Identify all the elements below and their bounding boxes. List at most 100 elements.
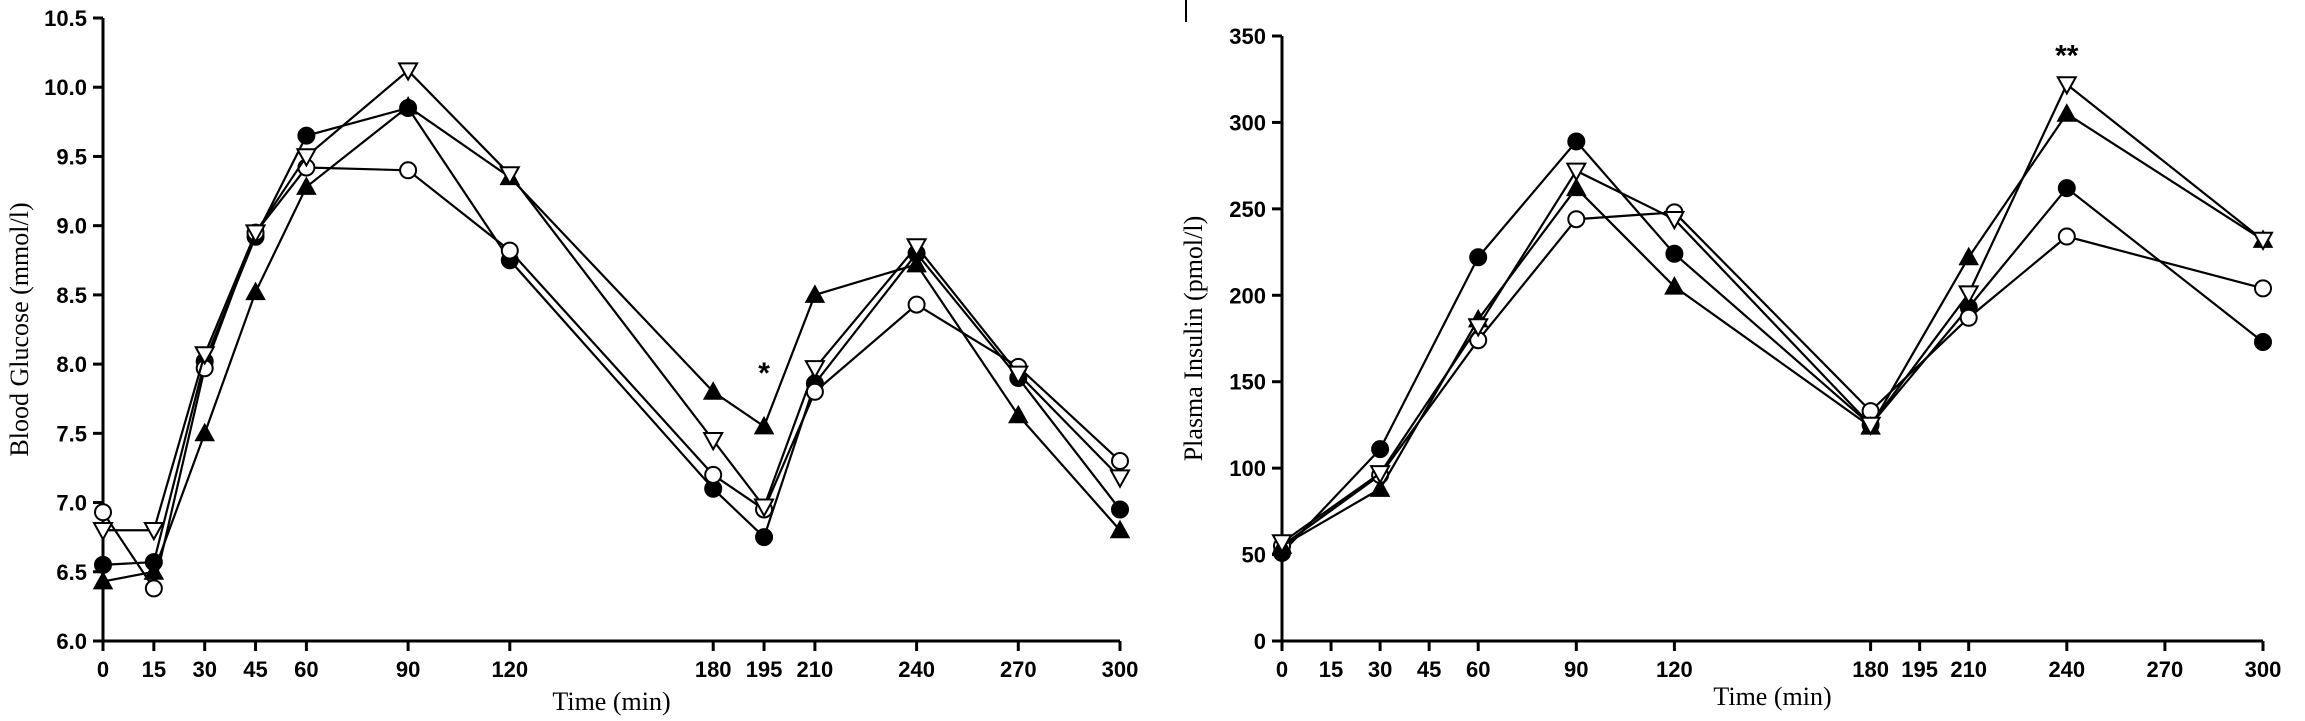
y-tick-label: 9.0 (56, 214, 87, 239)
x-tick-label: 180 (1852, 657, 1889, 682)
data-point-open-triangle-down (2056, 76, 2078, 96)
x-tick-label: 195 (746, 657, 783, 682)
x-tick-label: 270 (1000, 657, 1037, 682)
significance-marker: * (758, 357, 770, 390)
y-tick-label: 8.0 (56, 352, 87, 377)
x-tick-label: 120 (1656, 657, 1693, 682)
data-point-open-circle (704, 465, 723, 484)
x-tick-label: 270 (2147, 657, 2184, 682)
data-point-open-triangle-down (1859, 416, 1882, 436)
data-point-open-triangle-down (1958, 285, 1980, 305)
x-tick-label: 90 (1564, 657, 1588, 682)
data-point-open-circle (94, 503, 112, 522)
data-point-open-triangle-down (702, 432, 724, 452)
x-tick-label: 180 (695, 657, 732, 682)
data-point-open-triangle-down (1663, 211, 1686, 231)
data-point-open-circle (144, 579, 163, 598)
data-point-filled-circle (2254, 332, 2272, 351)
data-point-filled-circle (1567, 132, 1586, 151)
data-point-open-triangle-down (2252, 231, 2274, 252)
data-point-filled-circle (1111, 500, 1129, 519)
data-point-filled-triangle (702, 381, 724, 400)
data-point-filled-triangle (1008, 404, 1029, 424)
data-point-open-circle (399, 161, 418, 180)
data-point-filled-triangle (92, 570, 114, 590)
x-tick-label: 0 (97, 657, 109, 682)
x-tick-label: 210 (797, 657, 834, 682)
data-point-open-triangle-down (1109, 469, 1131, 489)
y-tick-label: 10.5 (44, 6, 87, 31)
data-point-filled-triangle (1369, 478, 1391, 497)
data-point-open-triangle-down (499, 166, 521, 186)
x-tick-label: 60 (294, 657, 318, 682)
data-point-filled-triangle (143, 561, 165, 580)
plasma-insulin-chart: 0 50 100 150 200 250 300 350 0 15 30 45 60 90 120 180 19… (1179, 24, 2281, 711)
data-point-open-circle (500, 241, 519, 260)
data-point-open-circle (1567, 210, 1586, 229)
x-tick-label: 45 (243, 657, 267, 682)
series-line-filled-triangle (102, 105, 1121, 583)
x-tick-label: 195 (1901, 657, 1938, 682)
data-point-filled-triangle (906, 253, 927, 273)
data-point-open-triangle-down (804, 360, 826, 380)
series-line-filled-triangle (1281, 112, 2264, 547)
data-point-filled-circle (1665, 244, 1684, 263)
data-point-filled-triangle (804, 284, 826, 303)
x-tick-label: 210 (1950, 657, 1987, 682)
series-line-open-triangle-down (1281, 82, 2264, 544)
y-tick-label: 10.0 (44, 75, 87, 100)
x-tick-label: 300 (2245, 657, 2282, 682)
series-line-open-triangle-down (103, 69, 1121, 532)
series-line-filled-circle (1281, 139, 2264, 554)
data-point-filled-triangle (1109, 519, 1131, 539)
y-tick-label: 150 (1229, 370, 1266, 395)
data-point-filled-circle (1371, 440, 1390, 459)
data-point-open-triangle-down (295, 148, 318, 168)
y-tick-label: 250 (1229, 197, 1266, 222)
data-point-open-triangle-down (905, 238, 928, 258)
y-tick-label: 350 (1229, 24, 1266, 49)
data-point-open-triangle-down (92, 522, 114, 542)
data-point-open-triangle-down (753, 498, 775, 518)
y-tick-label: 300 (1229, 110, 1266, 135)
y-axis-title: Plasma Insulin (pmol/l) (1179, 216, 1208, 462)
data-point-filled-triangle (2056, 103, 2078, 122)
data-point-open-circle (1111, 452, 1129, 471)
x-tick-label: 90 (396, 657, 420, 682)
data-point-filled-triangle (753, 415, 775, 435)
y-axis-title: Blood Glucose (mmol/l) (5, 202, 34, 456)
y-tick-label: 8.5 (56, 283, 87, 308)
x-tick-label: 240 (2048, 657, 2085, 682)
data-point-filled-triangle (1664, 276, 1685, 295)
data-point-filled-triangle (245, 281, 266, 301)
data-point-filled-circle (297, 126, 316, 145)
x-tick-label: 15 (142, 657, 166, 682)
x-tick-label: 60 (1466, 657, 1490, 682)
y-tick-label: 0 (1254, 629, 1266, 654)
x-tick-label: 240 (898, 657, 935, 682)
y-tick-label: 6.0 (56, 629, 87, 654)
y-tick-label: 6.5 (56, 560, 87, 585)
data-point-open-circle (1959, 308, 1978, 327)
data-point-open-circle (2057, 227, 2076, 246)
x-axis-title: Time (min) (552, 687, 670, 716)
data-point-filled-triangle (296, 176, 317, 195)
data-point-open-triangle-down (1271, 534, 1293, 554)
data-point-filled-circle (755, 528, 774, 547)
x-axis-title: Time (min) (1713, 682, 1831, 711)
y-tick-label: 200 (1229, 283, 1266, 308)
x-tick-label: 30 (192, 657, 216, 682)
data-point-open-triangle-down (1007, 365, 1029, 385)
data-point-open-triangle-down (1467, 318, 1489, 338)
data-point-open-triangle-down (1369, 465, 1391, 485)
y-tick-label: 50 (1242, 543, 1266, 568)
data-point-filled-triangle (1958, 246, 1979, 266)
data-point-open-circle (907, 295, 926, 314)
x-tick-label: 300 (1102, 657, 1139, 682)
data-point-open-triangle-down (194, 346, 216, 366)
data-point-open-triangle-down (244, 224, 267, 244)
data-point-open-triangle-down (1565, 162, 1587, 182)
x-tick-label: 45 (1417, 657, 1441, 682)
y-tick-label: 100 (1229, 456, 1266, 481)
data-point-filled-triangle (194, 422, 215, 442)
